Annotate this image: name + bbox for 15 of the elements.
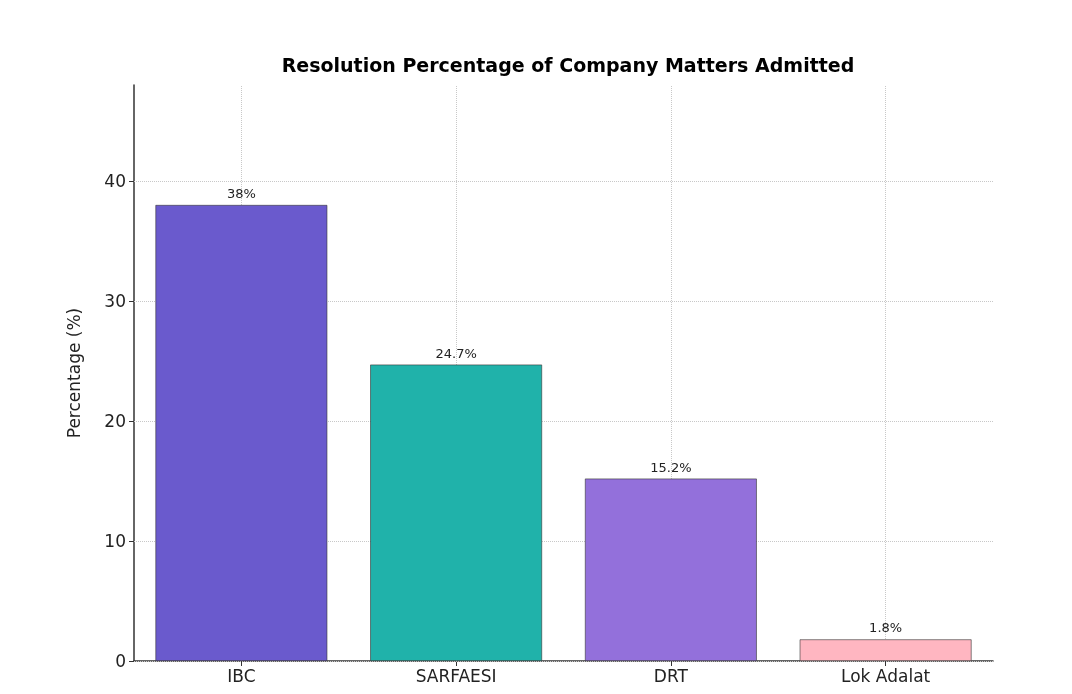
y-tick-label: 20 xyxy=(104,411,126,431)
chart-title: Resolution Percentage of Company Matters Admitted xyxy=(281,53,855,76)
data-label: 24.7% xyxy=(435,345,477,361)
x-tick-label: DRT xyxy=(653,665,689,686)
data-label: 1.8% xyxy=(869,620,903,636)
y-axis-title: Percentage (%) xyxy=(63,307,84,439)
y-tick-label: 0 xyxy=(115,651,126,671)
data-label: 15.2% xyxy=(650,459,692,475)
y-tick-label: 30 xyxy=(104,291,126,311)
x-tick-label: SARFAESI xyxy=(415,665,497,686)
y-tick-label: 40 xyxy=(104,171,126,191)
y-tick-label: 10 xyxy=(104,531,126,551)
data-label: 38% xyxy=(226,186,256,201)
x-tick-label: IBC xyxy=(227,665,256,686)
x-tick-label: Lok Adalat xyxy=(841,665,931,686)
